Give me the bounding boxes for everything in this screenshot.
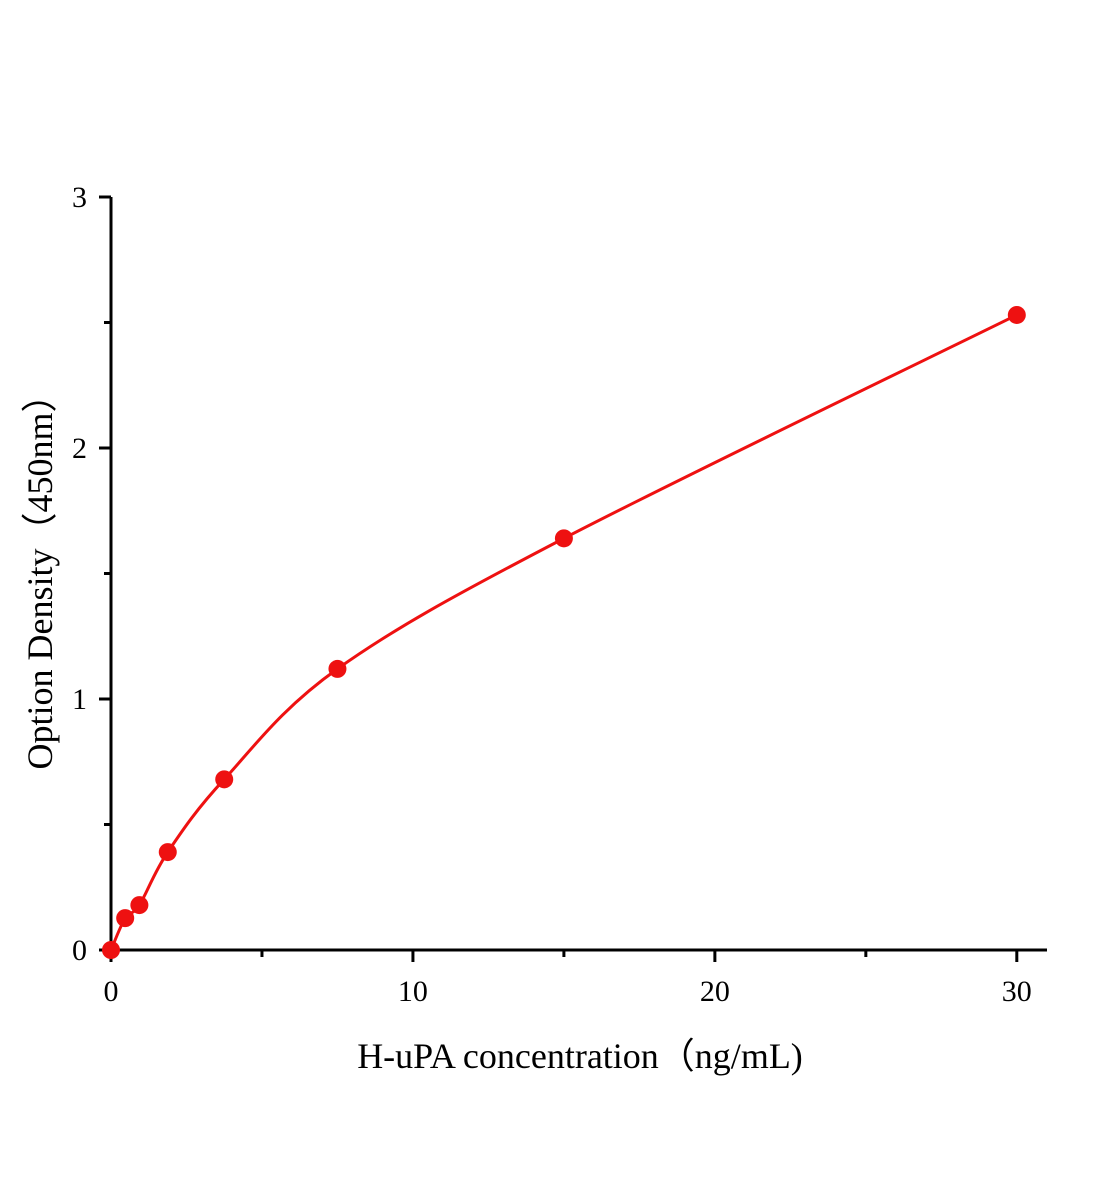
- x-tick-label: 30: [1002, 975, 1032, 1008]
- y-tick-label: 0: [72, 934, 87, 967]
- y-tick-label: 3: [72, 181, 87, 214]
- data-point: [102, 941, 120, 959]
- data-points: [102, 305, 1026, 959]
- data-point: [158, 843, 177, 862]
- data-point: [554, 529, 573, 548]
- x-axis-label: H-uPA concentration（ng/mL): [357, 1036, 803, 1076]
- tick-labels: 0 10 20 30 0 1 2 3: [72, 181, 1032, 1008]
- y-axis-label: Option Density（450nm）: [20, 377, 60, 770]
- x-tick-label: 0: [104, 975, 119, 1008]
- data-point: [328, 659, 347, 678]
- x-tick-label: 20: [700, 975, 730, 1008]
- fit-curve: [109, 313, 1018, 951]
- data-point: [116, 909, 135, 928]
- x-tick-label: 10: [398, 975, 428, 1008]
- y-tick-label: 2: [72, 432, 87, 465]
- y-tick-label: 1: [72, 683, 87, 716]
- data-point: [1007, 305, 1026, 324]
- data-point: [130, 896, 149, 915]
- axes: [99, 195, 1047, 962]
- data-point: [215, 770, 234, 789]
